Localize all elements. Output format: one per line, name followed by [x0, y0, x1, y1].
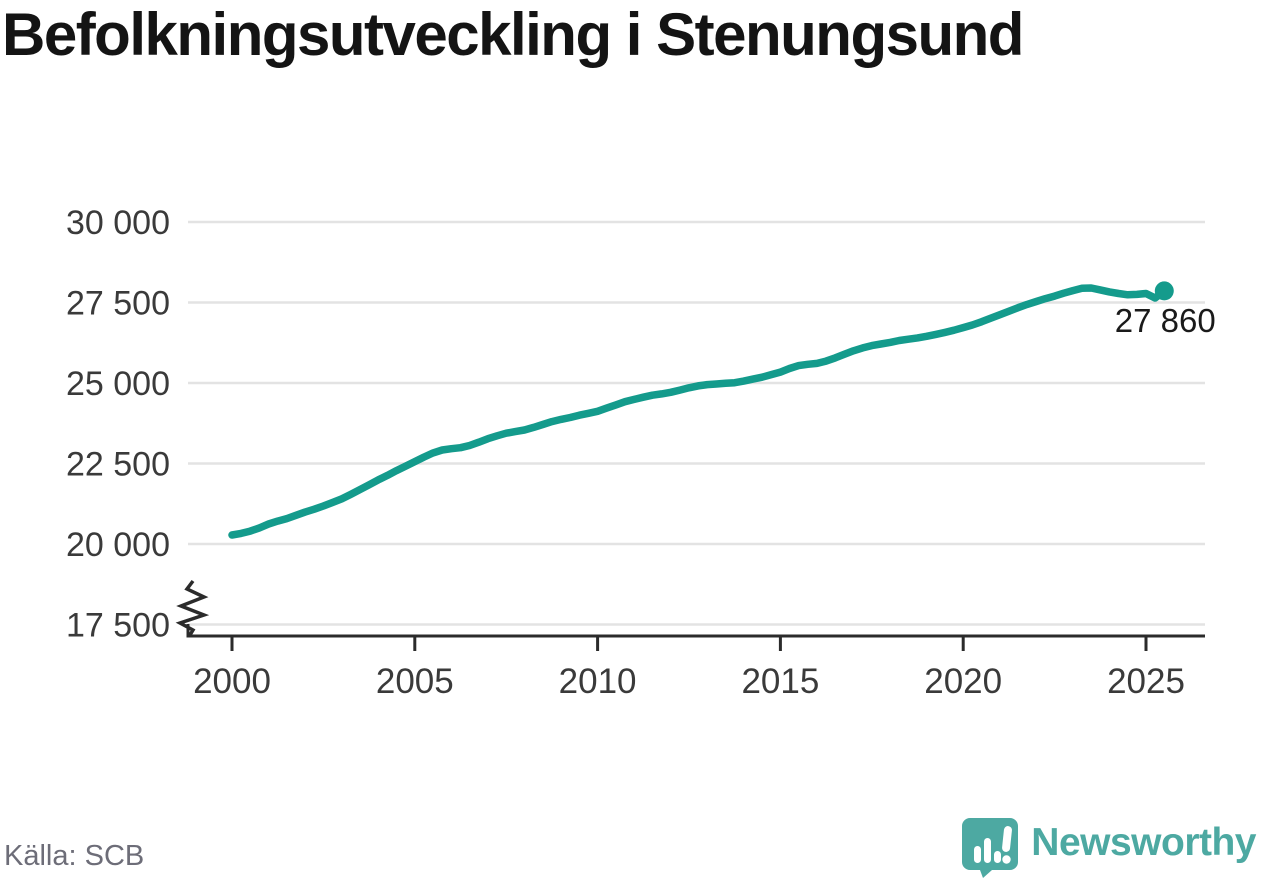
newsworthy-logo-text: Newsworthy: [1031, 820, 1256, 864]
source-note: Källa: SCB: [4, 840, 145, 872]
x-tick-label-2025: 2025: [1107, 662, 1185, 701]
x-tick-label-2000: 2000: [193, 662, 271, 701]
y-tick-label-30000: 30 000: [66, 204, 170, 242]
page-title: Befolkningsutveckling i Stenungsund: [2, 1, 1024, 68]
x-tick-label-2005: 2005: [376, 662, 454, 701]
y-tick-label-17500: 17 500: [66, 607, 170, 645]
newsworthy-logo[interactable]: Newsworthy: [961, 806, 1256, 878]
population-series-line: [228, 284, 1169, 539]
x-tick-label-2010: 2010: [559, 662, 637, 701]
latest-value-label: 27 860: [1115, 302, 1216, 339]
newsworthy-bubble-chart-icon: [962, 818, 1019, 878]
x-axis-line: [186, 624, 1205, 638]
y-axis-break-icon: [175, 579, 210, 636]
y-tick-label-20000: 20 000: [66, 526, 170, 564]
x-tick-label-2015: 2015: [741, 662, 819, 701]
y-tick-label-22500: 22 500: [66, 446, 170, 484]
x-tick-label-2020: 2020: [924, 662, 1002, 701]
latest-value-dot: [1154, 281, 1174, 301]
y-tick-label-27500: 27 500: [66, 285, 170, 323]
y-tick-label-25000: 25 000: [66, 365, 170, 403]
